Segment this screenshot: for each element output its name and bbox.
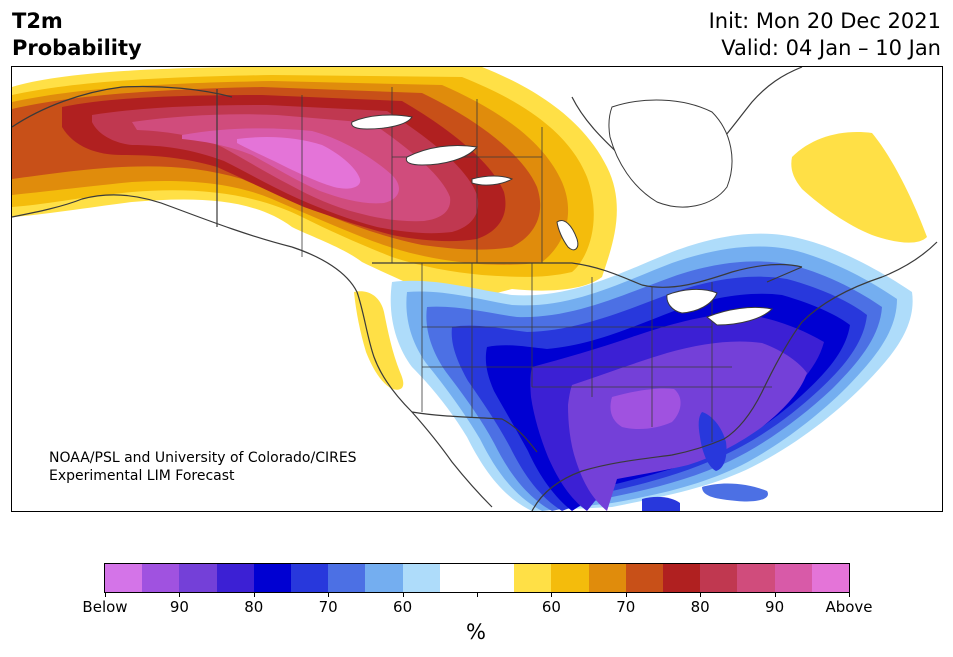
cold-field-caribbean — [642, 496, 680, 511]
colorbar-tick-label: 60 — [541, 598, 561, 616]
warm-field-west-coast — [354, 291, 404, 390]
data-credit: NOAA/PSL and University of Colorado/CIRE… — [49, 449, 357, 485]
lake-great-slave — [405, 144, 478, 166]
colorbar-swatch — [477, 564, 515, 592]
colorbar-tick-label: Below — [82, 598, 128, 616]
lake-athabasca — [471, 175, 514, 186]
warm-field-above — [237, 137, 361, 189]
great-lakes — [666, 288, 774, 326]
colorbar-swatch — [402, 564, 440, 592]
colorbar-swatch — [105, 564, 143, 592]
colorbar-tick-label: 90 — [169, 598, 189, 616]
colorbar-swatch — [737, 564, 775, 592]
colorbar-tick-label: 80 — [690, 598, 710, 616]
colorbar-swatch — [514, 564, 552, 592]
hudson-bay — [608, 99, 733, 208]
map-canvas — [12, 67, 938, 511]
cold-field-90 — [568, 341, 807, 511]
colorbar-unit: % — [466, 620, 486, 644]
lake-great-bear — [351, 114, 413, 130]
colorbar-tick-label: 70 — [616, 598, 636, 616]
credit-line-2: Experimental LIM Forecast — [49, 468, 235, 484]
lakes — [351, 114, 774, 326]
valid-range: Valid: 04 Jan – 10 Jan — [721, 36, 941, 60]
colorbar-swatch — [365, 564, 403, 592]
colorbar-swatch — [625, 564, 664, 592]
colorbar-tick-mark — [774, 592, 776, 597]
credit-line-1: NOAA/PSL and University of Colorado/CIRE… — [49, 450, 357, 466]
cold-field-florida — [698, 412, 727, 471]
colorbar-tick-mark — [477, 592, 478, 597]
colorbar-swatch — [811, 564, 850, 592]
colorbar-tick-label: Above — [825, 598, 873, 616]
cold-field-cuba — [702, 483, 768, 502]
colorbar-tick-label: 80 — [244, 598, 264, 616]
colorbar-swatch — [439, 564, 478, 592]
colorbar-tick-label: 70 — [318, 598, 338, 616]
title-quantity: Probability — [12, 36, 142, 60]
colorbar-tick-label: 90 — [765, 598, 785, 616]
colorbar-swatch — [328, 564, 366, 592]
warm-anomaly-fields — [12, 67, 927, 390]
date-info: Init: Mon 20 Dec 2021 Valid: 04 Jan – 10… — [709, 8, 941, 62]
colorbar-tick-mark — [625, 592, 627, 597]
colorbar-swatch — [142, 564, 180, 592]
warm-field-labrador — [791, 132, 927, 243]
init-date: Init: Mon 20 Dec 2021 — [708, 9, 941, 33]
colorbar-swatch — [700, 564, 738, 592]
colorbar-swatch — [774, 564, 812, 592]
colorbar-tick-mark — [700, 592, 702, 597]
colorbar-swatch — [551, 564, 589, 592]
lake-winnipeg — [556, 220, 579, 251]
colorbar-swatch — [588, 564, 626, 592]
colorbar-tick-mark — [551, 592, 553, 597]
border-us-mexico — [411, 411, 538, 453]
colorbar-tick-mark — [402, 592, 404, 597]
coastline-gulf-atlantic — [531, 241, 938, 511]
coastline-pacific — [291, 246, 493, 508]
colorbar-swatch — [216, 564, 254, 592]
colorbar-swatch — [291, 564, 329, 592]
cold-field-95 — [610, 388, 681, 430]
colorbar-tick-mark — [849, 592, 850, 597]
states — [421, 263, 772, 442]
colorbar-swatch — [253, 564, 292, 592]
colorbar-swatch — [179, 564, 217, 592]
map-title: T2m Probability — [12, 8, 142, 62]
forecast-map: NOAA/PSL and University of Colorado/CIRE… — [11, 66, 943, 512]
cold-anomaly-fields — [390, 233, 913, 511]
coastline-alaska — [12, 85, 293, 248]
colorbar-tick-mark — [328, 592, 330, 597]
colorbar-tick-mark — [105, 592, 106, 597]
colorbar-swatch — [663, 564, 701, 592]
colorbar-tick-mark — [253, 592, 255, 597]
colorbar — [104, 563, 850, 593]
colorbar-tick-mark — [179, 592, 181, 597]
title-variable: T2m — [12, 9, 63, 33]
colorbar-tick-label: 60 — [393, 598, 413, 616]
